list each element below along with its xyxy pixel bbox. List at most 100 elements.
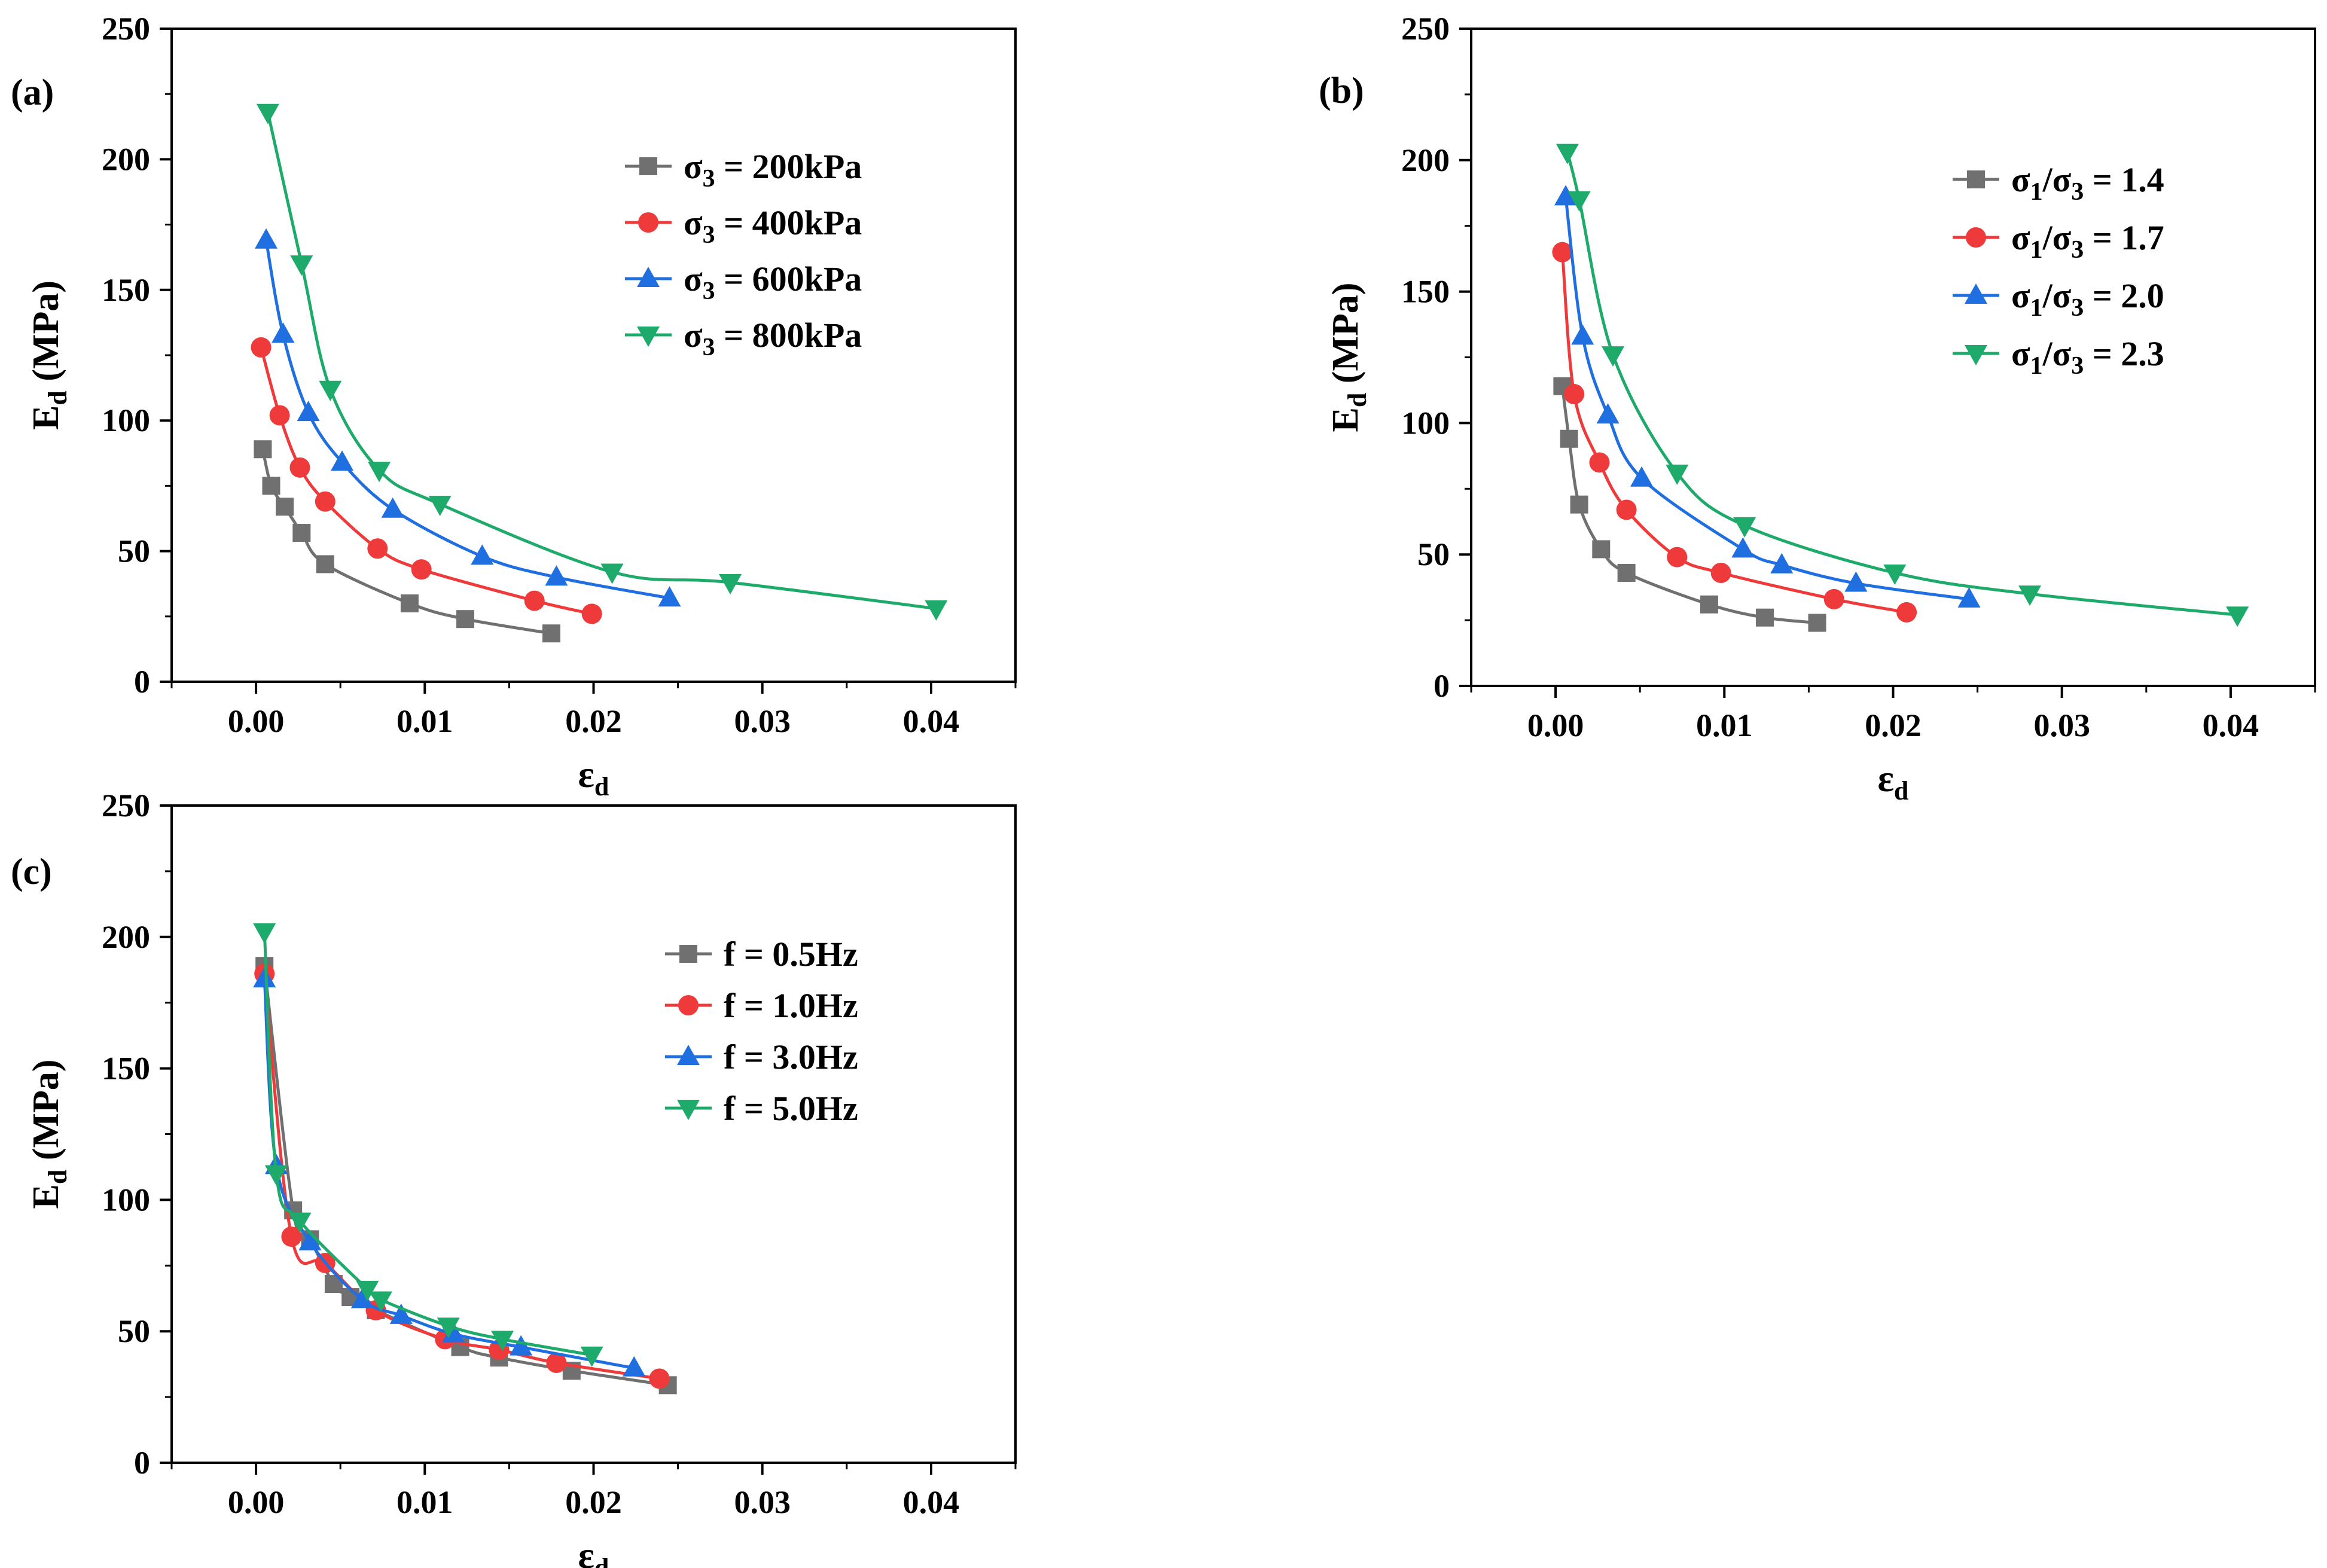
legend-entry: σ3 = 200kPa — [625, 147, 862, 193]
data-point — [356, 1280, 379, 1301]
y-tick-label: 100 — [1401, 405, 1450, 441]
legend-entry: σ3 = 400kPa — [625, 203, 862, 249]
data-point — [471, 544, 494, 565]
data-point — [658, 586, 681, 607]
legend-entry: σ1/σ3 = 2.0 — [1953, 276, 2164, 322]
series-line — [1564, 195, 1971, 601]
series-line — [263, 964, 670, 1387]
plot-frame — [170, 804, 1017, 1464]
legend-entry: f = 1.0Hz — [665, 986, 858, 1025]
data-point — [437, 1317, 460, 1338]
y-tick-label: 50 — [118, 533, 150, 569]
data-point — [292, 524, 311, 542]
y-tick-label: 100 — [102, 402, 150, 438]
data-point — [369, 1291, 392, 1312]
legend-entry: f = 5.0Hz — [665, 1089, 858, 1128]
data-point — [1589, 452, 1610, 473]
series-b-3 — [1556, 144, 2249, 627]
x-tick-label: 0.03 — [734, 1484, 791, 1520]
data-point — [316, 555, 334, 573]
data-point — [1957, 587, 1981, 608]
series-b-0 — [1553, 377, 1826, 632]
data-point — [367, 538, 388, 559]
data-point — [276, 498, 294, 516]
legend-marker — [678, 995, 699, 1015]
data-point — [1700, 595, 1718, 614]
data-point — [350, 1288, 374, 1308]
series-c-2 — [253, 967, 646, 1377]
data-point — [1567, 191, 1591, 212]
x-tick-label: 0.03 — [734, 703, 791, 739]
legend-entry: σ3 = 800kPa — [625, 316, 862, 361]
x-tick-label: 0.04 — [903, 1484, 960, 1520]
legend-entry: σ1/σ3 = 1.7 — [1953, 218, 2164, 264]
panel-b: 0 50 100 150 200 250 0.00 0.01 0.02 0.03 0.04 (b) εd… — [1319, 11, 2316, 806]
legend-entry: f = 0.5Hz — [665, 935, 858, 974]
data-point — [2018, 585, 2042, 606]
x-tick-label: 0.01 — [1696, 707, 1753, 743]
y-tick-label: 200 — [102, 919, 150, 955]
data-point — [251, 337, 272, 358]
data-point — [580, 1346, 603, 1367]
x-axis-label: εd — [1878, 757, 1909, 806]
legend-label: σ1/σ3 = 2.3 — [2011, 334, 2164, 380]
y-tick-label: 200 — [102, 141, 150, 177]
legend-marker — [637, 267, 660, 287]
data-point — [1596, 403, 1620, 424]
x-tick-label: 0.02 — [565, 703, 622, 739]
x-tick-label: 0.04 — [2203, 707, 2259, 743]
x-axis-label: εd — [578, 1534, 609, 1568]
y-tick-label: 50 — [1417, 536, 1450, 572]
data-point — [1592, 540, 1611, 559]
legend-marker — [639, 157, 657, 175]
legend-label: σ1/σ3 = 1.7 — [2011, 218, 2164, 264]
data-point — [315, 491, 336, 512]
data-point — [1571, 324, 1594, 345]
plot-frame — [1470, 28, 2316, 687]
series-line — [263, 972, 661, 1380]
data-point — [1756, 608, 1774, 627]
panel-label: (b) — [1319, 71, 1364, 111]
series-a-2 — [255, 228, 681, 607]
data-point — [581, 603, 602, 624]
panel-label: (a) — [11, 72, 54, 113]
data-point — [381, 497, 404, 518]
legend-marker — [637, 327, 660, 347]
legend-entry: σ3 = 600kPa — [625, 260, 862, 305]
data-point — [491, 1331, 514, 1352]
x-axis-label: εd — [578, 753, 609, 801]
legend-marker — [1967, 170, 1985, 188]
series-c-0 — [255, 957, 677, 1395]
series-b-1 — [1552, 242, 1917, 623]
data-point — [253, 967, 276, 988]
legend-label: σ1/σ3 = 2.0 — [2011, 276, 2164, 322]
y-tick-label: 200 — [1401, 142, 1450, 178]
series-line — [264, 239, 671, 600]
data-point — [1564, 384, 1585, 405]
legend-label: f = 3.0Hz — [724, 1038, 858, 1076]
data-point — [1556, 144, 1579, 164]
data-point — [545, 565, 568, 586]
data-point — [1630, 466, 1654, 487]
legend-marker — [677, 1100, 700, 1120]
y-tick-label: 250 — [102, 11, 150, 47]
data-point — [298, 1230, 322, 1250]
series-a-1 — [251, 337, 602, 624]
data-point — [281, 1226, 302, 1247]
data-point — [1560, 429, 1578, 448]
y-tick-label: 150 — [1401, 274, 1450, 310]
data-point — [546, 1352, 567, 1373]
data-point — [264, 1165, 288, 1186]
y-tick-label: 150 — [102, 1051, 150, 1087]
legend-label: σ3 = 200kPa — [684, 147, 862, 193]
data-point — [1666, 464, 1689, 485]
data-point — [623, 1356, 646, 1377]
data-point — [411, 559, 432, 580]
data-point — [1570, 495, 1588, 514]
x-tick-label: 0.00 — [1527, 707, 1584, 743]
data-point — [389, 1303, 413, 1324]
legend-marker — [1965, 283, 1987, 304]
series-c-3 — [253, 923, 603, 1367]
y-tick-label: 250 — [1401, 11, 1450, 47]
